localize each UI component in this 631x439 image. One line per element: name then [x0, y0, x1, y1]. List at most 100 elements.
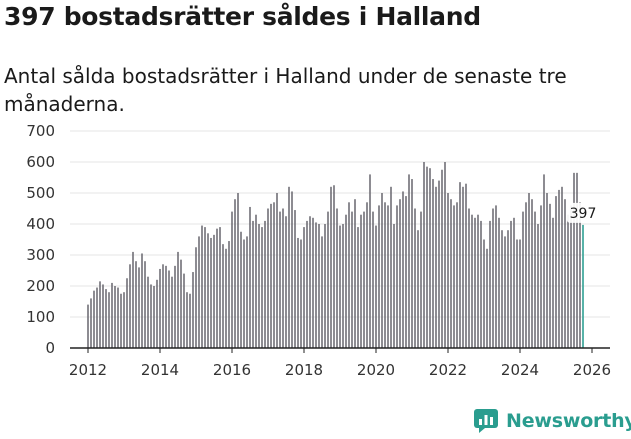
x-tick-label: 2014	[141, 361, 179, 379]
bar	[198, 236, 200, 348]
newsworthy-logo: Newsworthy	[474, 409, 631, 433]
bar	[468, 208, 470, 348]
bar	[477, 214, 479, 348]
bar	[153, 286, 155, 348]
bar	[228, 241, 230, 348]
bar	[534, 211, 536, 348]
bar	[552, 217, 554, 348]
bar	[465, 183, 467, 348]
bar	[132, 251, 134, 348]
bar	[147, 276, 149, 348]
bar	[561, 186, 563, 348]
bar	[183, 273, 185, 348]
bar	[159, 268, 161, 348]
bar	[114, 286, 116, 348]
bar	[219, 227, 221, 348]
bar	[108, 292, 110, 348]
bar	[279, 211, 281, 348]
bar	[255, 214, 257, 348]
bar	[102, 284, 104, 348]
bar	[576, 172, 578, 348]
bar	[135, 261, 137, 348]
bar	[387, 205, 389, 348]
bar	[402, 191, 404, 348]
bar	[117, 287, 119, 348]
bar	[243, 239, 245, 348]
bar	[522, 211, 524, 348]
bar	[354, 199, 356, 348]
bar	[285, 216, 287, 348]
bar	[543, 174, 545, 348]
bar	[579, 202, 581, 348]
bar	[276, 193, 278, 348]
bar	[399, 199, 401, 348]
bar	[225, 248, 227, 348]
bar	[330, 186, 332, 348]
bar	[213, 234, 215, 348]
x-tick-label: 2026	[573, 361, 611, 379]
bar	[411, 179, 413, 348]
bar	[441, 169, 443, 348]
bar	[201, 225, 203, 348]
bar	[471, 214, 473, 348]
bar	[405, 196, 407, 348]
y-tick-label: 300	[26, 246, 55, 264]
bar	[120, 293, 122, 348]
bar	[171, 276, 173, 348]
y-tick-label: 700	[26, 122, 55, 140]
latest-value-callout: 397	[567, 202, 599, 223]
bar	[282, 208, 284, 348]
bar	[192, 272, 194, 348]
bar	[240, 231, 242, 348]
bar	[345, 214, 347, 348]
bar	[549, 203, 551, 348]
bar	[516, 239, 518, 348]
bar	[447, 193, 449, 348]
bar	[462, 186, 464, 348]
y-tick-label: 0	[45, 339, 55, 357]
bar	[570, 205, 572, 348]
y-tick-label: 200	[26, 277, 55, 295]
bar	[429, 168, 431, 348]
bar	[336, 208, 338, 348]
bar	[417, 230, 419, 348]
bar	[390, 186, 392, 348]
bar	[492, 208, 494, 348]
bar	[186, 292, 188, 348]
bar	[519, 239, 521, 348]
bar	[420, 211, 422, 348]
bar	[393, 224, 395, 348]
bar-series	[87, 162, 584, 348]
bar	[297, 237, 299, 348]
bar	[246, 236, 248, 348]
x-tick-label: 2018	[285, 361, 323, 379]
bar	[381, 193, 383, 348]
bar	[498, 217, 500, 348]
bar	[180, 259, 182, 348]
bar	[204, 227, 206, 348]
bar	[555, 196, 557, 348]
bar	[141, 253, 143, 348]
bar	[222, 244, 224, 348]
bar	[450, 199, 452, 348]
bar	[207, 233, 209, 348]
callout-background	[567, 202, 599, 223]
bar	[564, 199, 566, 348]
bar	[177, 251, 179, 348]
bar	[111, 282, 113, 348]
bar	[324, 224, 326, 348]
bar	[249, 206, 251, 348]
bar	[288, 186, 290, 348]
bar	[264, 220, 266, 348]
bar	[435, 186, 437, 348]
bar	[426, 166, 428, 348]
bar	[510, 220, 512, 348]
bar	[513, 217, 515, 348]
y-tick-label: 600	[26, 153, 55, 171]
bar	[456, 202, 458, 348]
bar	[483, 239, 485, 348]
bar	[438, 180, 440, 348]
bar	[414, 208, 416, 348]
bar	[378, 205, 380, 348]
newsworthy-icon	[474, 409, 498, 433]
